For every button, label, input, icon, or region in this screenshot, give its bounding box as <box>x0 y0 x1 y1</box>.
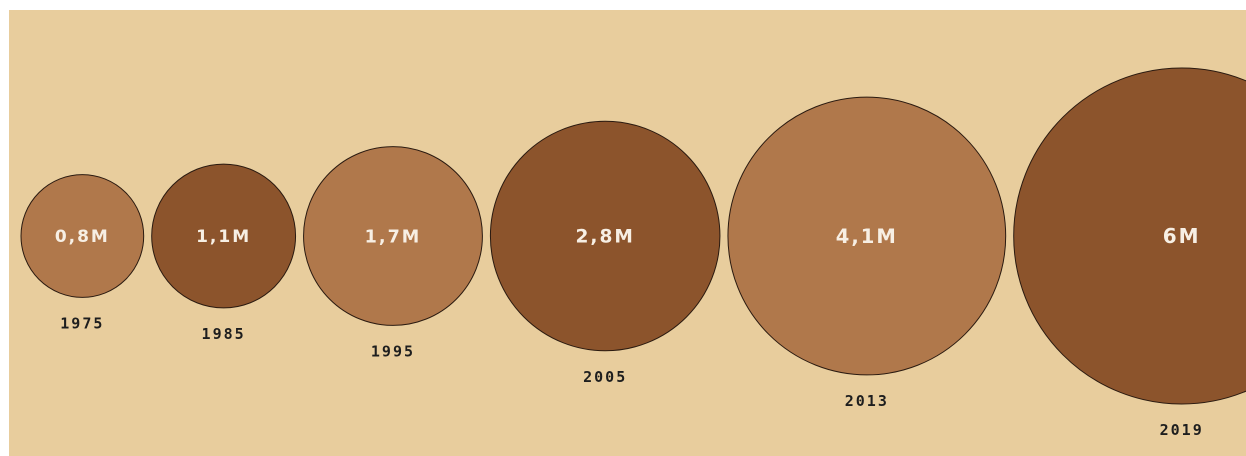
year-label: 2005 <box>583 368 627 386</box>
bubble-value-label: 1,7M <box>365 227 422 247</box>
year-label: 2013 <box>845 392 889 410</box>
year-label: 1975 <box>60 314 104 332</box>
chart-canvas: 0,8M 1975 1,1M 1985 1,7M 1995 2,8M 2005 4,1M 2013… <box>9 10 1246 456</box>
bubble-1995 <box>303 146 483 326</box>
year-label: 1995 <box>371 342 415 360</box>
bubble-value-label: 0,8M <box>55 227 110 247</box>
year-label: 2019 <box>1160 421 1204 439</box>
bubble-1985 <box>151 163 297 309</box>
bubble-1975 <box>20 174 145 298</box>
bubble-value-label: 4,1M <box>836 225 898 248</box>
year-label: 1985 <box>202 325 246 343</box>
bubble-value-label: 2,8M <box>575 227 634 248</box>
bubble-2019 <box>1013 67 1246 405</box>
bubble-2005 <box>489 120 721 352</box>
bubble-2013 <box>727 96 1007 376</box>
bubble-chart: 0,8M 1975 1,1M 1985 1,7M 1995 2,8M 2005 4,1M 2013… <box>20 67 1246 439</box>
bubble-value-label: 6M <box>1163 224 1201 248</box>
bubble-value-label: 1,1M <box>196 227 251 247</box>
